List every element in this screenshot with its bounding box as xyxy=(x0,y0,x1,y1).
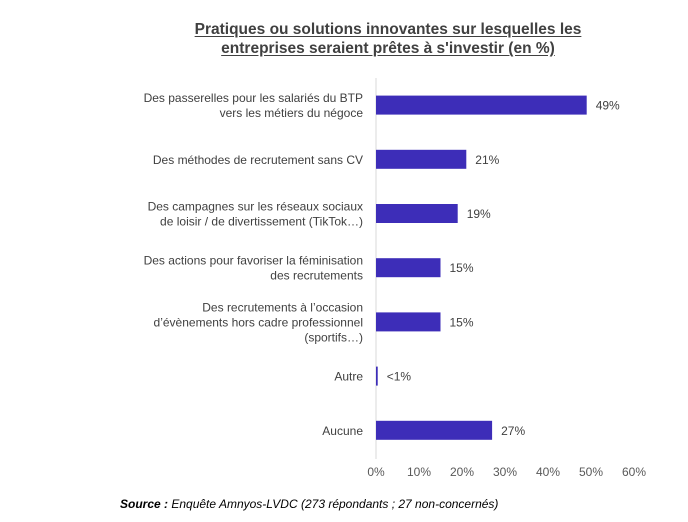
category-label-4-0: Des recrutements à l’occasion xyxy=(202,300,363,314)
bar-4 xyxy=(376,312,441,332)
category-label-4-2: (sportifs…) xyxy=(304,330,363,344)
data-label-5: <1% xyxy=(387,370,412,384)
x-tick-label-0: 0% xyxy=(367,465,385,479)
data-label-4: 15% xyxy=(450,315,474,329)
data-label-1: 21% xyxy=(475,153,499,167)
bar-0 xyxy=(376,95,587,115)
category-label-3-1: des recrutements xyxy=(270,269,363,283)
category-label-6-0: Aucune xyxy=(322,424,363,438)
chart-title-line-1: Pratiques ou solutions innovantes sur le… xyxy=(194,21,582,38)
source-text: Enquête Amnyos-LVDC (273 répondants ; 27… xyxy=(168,497,499,511)
category-label-1-0: Des méthodes de recrutement sans CV xyxy=(153,153,363,167)
chart-title-line-2: entreprises seraient prêtes à s'investir… xyxy=(221,40,555,57)
category-label-0-1: vers les métiers du négoce xyxy=(220,106,364,120)
data-label-2: 19% xyxy=(467,207,491,221)
x-tick-label-6: 60% xyxy=(622,465,646,479)
bar-1 xyxy=(376,149,467,169)
category-label-0-0: Des passerelles pour les salariés du BTP xyxy=(144,91,363,105)
x-tick-label-3: 30% xyxy=(493,465,517,479)
category-label-2-0: Des campagnes sur les réseaux sociaux xyxy=(148,200,363,214)
data-label-0: 49% xyxy=(596,99,620,113)
bar-5 xyxy=(376,366,378,386)
source-note: Source : Enquête Amnyos-LVDC (273 répond… xyxy=(120,497,498,511)
source-label: Source : xyxy=(120,497,169,511)
x-tick-label-5: 50% xyxy=(579,465,603,479)
bar-3 xyxy=(376,258,441,278)
chart-title: Pratiques ou solutions innovantes sur le… xyxy=(0,20,688,58)
x-tick-label-1: 10% xyxy=(407,465,431,479)
category-label-3-0: Des actions pour favoriser la féminisati… xyxy=(144,254,363,268)
category-label-5-0: Autre xyxy=(334,370,363,384)
bar-6 xyxy=(376,420,493,440)
data-label-3: 15% xyxy=(450,261,474,275)
x-tick-label-4: 40% xyxy=(536,465,560,479)
bar-2 xyxy=(376,204,458,223)
category-label-2-1: de loisir / de divertissement (TikTok…) xyxy=(160,215,363,229)
data-label-6: 27% xyxy=(501,424,525,438)
category-label-4-1: d’évènements hors cadre professionnel xyxy=(154,315,363,329)
x-tick-label-2: 20% xyxy=(450,465,474,479)
